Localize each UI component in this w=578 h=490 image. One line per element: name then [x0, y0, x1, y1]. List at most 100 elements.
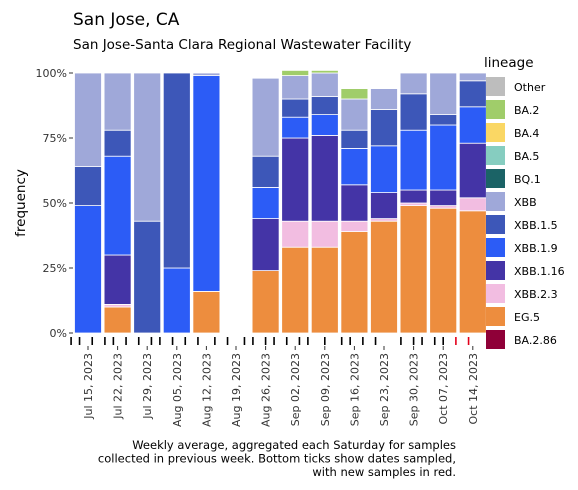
bar-segment-xbb-1-5 [429, 114, 458, 126]
bar-segment-xbb-1-16 [399, 189, 428, 204]
bar-segment-xbb-1-5 [251, 155, 280, 188]
bar-segment-eg-5 [192, 290, 221, 334]
chart-title: San Jose, CA [73, 10, 180, 30]
legend-key-xbb-1-5 [486, 215, 505, 234]
bar-segment-xbb-1-5 [458, 80, 487, 108]
bar-segment-eg-5 [370, 220, 398, 334]
x-tick-label: Oct 07, 2023 [437, 353, 450, 425]
legend-key-ba-2 [486, 100, 505, 119]
bar-segment-xbb-1-9 [399, 129, 428, 191]
bar-segment-xbb-1-16 [370, 192, 398, 220]
bar-segment-xbb-1-16 [281, 137, 310, 222]
bar-segment-ba-2 [310, 70, 339, 74]
bar-segment-xbb [281, 75, 310, 100]
bar-segment-xbb-2-3 [310, 220, 339, 248]
bar-segment-xbb [399, 72, 428, 95]
bar-segment-xbb [74, 72, 102, 167]
bar-segment-xbb [133, 72, 162, 222]
legend-label: BA.4 [514, 127, 539, 140]
bar-segment-xbb-1-9 [340, 147, 369, 186]
legend-label: BA.2 [514, 104, 539, 117]
bar-segment-xbb-2-3 [458, 197, 487, 212]
bar-segment-xbb-1-5 [310, 96, 339, 116]
legend-key-xbb-1-9 [486, 238, 505, 257]
x-tick-label: Aug 19, 2023 [230, 353, 243, 427]
bar-segment-xbb [370, 88, 398, 110]
bar-segment-xbb [103, 72, 132, 131]
chart-subtitle: San Jose-Santa Clara Regional Wastewater… [73, 37, 411, 53]
y-tick-label: 25% [43, 262, 67, 275]
bar-segment-xbb-1-16 [458, 142, 487, 199]
x-tick-label: Aug 05, 2023 [171, 353, 184, 427]
legend-key-ba-2-86 [486, 330, 505, 349]
x-tick-label: Aug 26, 2023 [260, 353, 273, 427]
x-tick-label: Sep 30, 2023 [408, 353, 421, 426]
bar-segment-xbb [192, 72, 221, 76]
x-tick-label: Jul 15, 2023 [82, 353, 95, 420]
bars-layer [74, 70, 487, 334]
bar-segment-eg-5 [310, 246, 339, 334]
y-tick-label: 0% [50, 327, 67, 340]
bar-segment-eg-5 [429, 207, 458, 334]
bar-segment-xbb-1-16 [103, 254, 132, 305]
bar-segment-xbb-1-5 [162, 72, 191, 269]
bar-segment-eg-5 [103, 306, 132, 334]
bar-segment-xbb-1-9 [162, 267, 191, 334]
bar-segment-xbb-1-5 [340, 129, 369, 149]
bar-segment-ba-2 [340, 88, 369, 100]
x-tick-label: Sep 09, 2023 [319, 353, 332, 426]
bar-segment-xbb-1-5 [74, 166, 102, 207]
bar-segment-xbb-1-9 [429, 124, 458, 191]
bar-segment-xbb-1-16 [429, 189, 458, 207]
bar-segment-xbb [429, 72, 458, 115]
legend-label: XBB.1.16 [514, 265, 565, 278]
bar-segment-xbb-1-16 [251, 218, 280, 272]
bar-segment-eg-5 [251, 270, 280, 334]
caption: Weekly average, aggregated each Saturday… [98, 438, 456, 479]
bar-segment-eg-5 [281, 246, 310, 334]
bar-segment-xbb-1-9 [103, 155, 132, 256]
legend-label: EG.5 [514, 311, 540, 324]
x-tick-label: Jul 29, 2023 [141, 353, 154, 420]
legend-label: XBB.1.9 [514, 242, 558, 255]
bar-segment-ba-2 [281, 70, 310, 77]
bar-segment-xbb-1-9 [370, 145, 398, 194]
legend-label: Other [514, 81, 546, 94]
bar-segment-xbb-2-3 [340, 220, 369, 232]
legend-label: BA.5 [514, 150, 539, 163]
legend-key-ba-5 [486, 146, 505, 165]
caption-line: Weekly average, aggregated each Saturday… [132, 438, 456, 452]
legend-key-xbb-1-16 [486, 261, 505, 280]
bar-segment-eg-5 [399, 205, 428, 334]
bar-segment-xbb [458, 72, 487, 82]
bar-segment-xbb-1-9 [458, 106, 487, 144]
x-tick-label: Jul 22, 2023 [112, 353, 125, 420]
y-tick-label: 100% [36, 67, 67, 80]
bar-segment-xbb-1-9 [310, 114, 339, 136]
x-tick-label: Aug 12, 2023 [200, 353, 213, 427]
bar-segment-xbb-1-5 [399, 93, 428, 131]
bar-segment-xbb [310, 72, 339, 97]
y-axis: 0% 25% 50% 75% 100% [36, 67, 73, 340]
sample-ticks-layer [70, 337, 470, 345]
legend-key-bq-1 [486, 169, 505, 188]
legend-label: XBB.2.3 [514, 288, 558, 301]
legend-label: XBB.1.5 [514, 219, 558, 232]
legend-key-ba-4 [486, 123, 505, 142]
bar-segment-xbb-1-5 [370, 109, 398, 147]
bar-segment-xbb [340, 98, 369, 131]
bar-segment-xbb-1-9 [74, 205, 102, 334]
legend-label: BQ.1 [514, 173, 541, 186]
bar-segment-xbb [251, 77, 280, 157]
y-tick-label: 50% [43, 197, 67, 210]
bar-segment-xbb-1-16 [310, 134, 339, 222]
legend-label: XBB [514, 196, 537, 209]
legend-title: lineage [484, 55, 534, 71]
bar-segment-xbb-2-3 [281, 220, 310, 248]
bar-segment-eg-5 [340, 231, 369, 334]
x-tick-label: Oct 14, 2023 [467, 353, 480, 425]
legend-key-xbb [486, 192, 505, 211]
bar-segment-xbb-1-16 [340, 184, 369, 222]
x-tick-label: Sep 23, 2023 [378, 353, 391, 426]
